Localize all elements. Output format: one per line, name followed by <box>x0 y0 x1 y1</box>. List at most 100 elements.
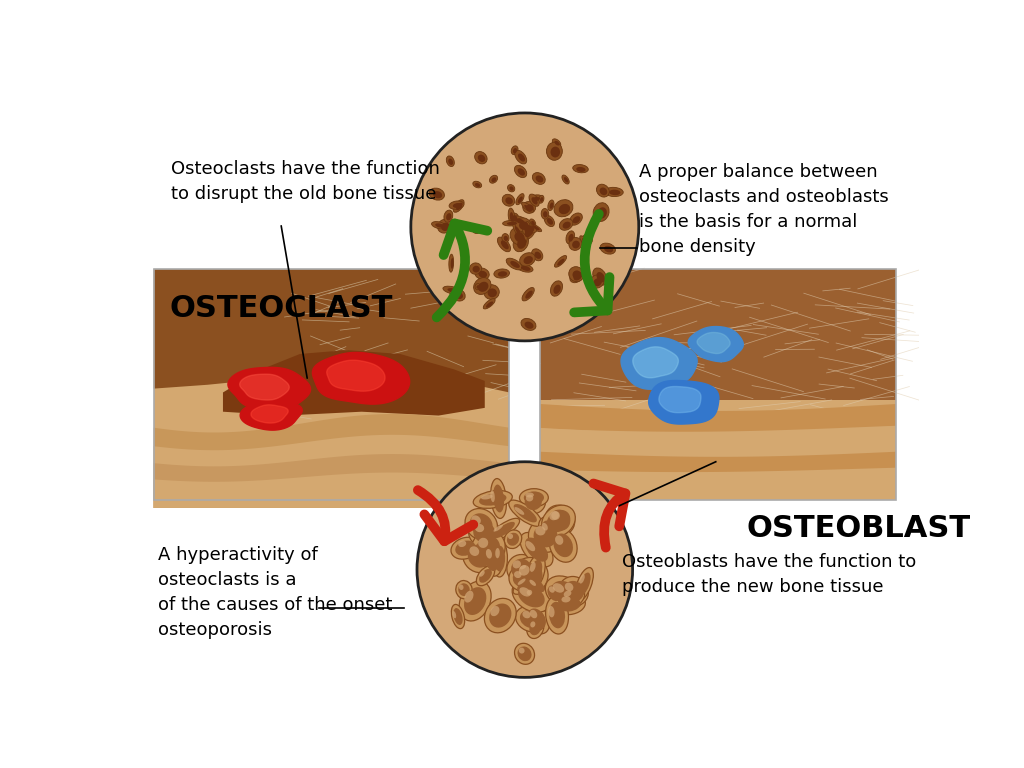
Ellipse shape <box>559 586 585 607</box>
Ellipse shape <box>515 151 526 164</box>
Polygon shape <box>697 333 730 353</box>
Ellipse shape <box>451 538 479 559</box>
Ellipse shape <box>573 272 583 280</box>
Ellipse shape <box>562 222 570 229</box>
Ellipse shape <box>547 142 562 161</box>
Ellipse shape <box>454 608 463 625</box>
Ellipse shape <box>548 200 554 210</box>
Ellipse shape <box>562 589 581 604</box>
Ellipse shape <box>580 236 589 246</box>
Ellipse shape <box>450 201 464 209</box>
FancyArrowPatch shape <box>418 490 473 541</box>
Polygon shape <box>541 452 896 472</box>
Ellipse shape <box>524 493 542 510</box>
Ellipse shape <box>521 223 536 240</box>
Ellipse shape <box>535 252 542 259</box>
Ellipse shape <box>459 581 492 621</box>
Ellipse shape <box>509 500 542 526</box>
Ellipse shape <box>509 566 535 591</box>
Ellipse shape <box>549 602 565 628</box>
Polygon shape <box>621 338 697 389</box>
Ellipse shape <box>508 208 515 224</box>
Ellipse shape <box>553 594 586 614</box>
Ellipse shape <box>513 233 528 252</box>
Ellipse shape <box>447 288 459 293</box>
Ellipse shape <box>529 610 538 618</box>
Ellipse shape <box>529 219 536 227</box>
Ellipse shape <box>514 571 521 578</box>
Ellipse shape <box>528 608 546 629</box>
Ellipse shape <box>520 220 528 231</box>
Ellipse shape <box>515 218 531 232</box>
Polygon shape <box>241 399 302 430</box>
Ellipse shape <box>528 223 542 232</box>
Ellipse shape <box>446 156 455 167</box>
Ellipse shape <box>475 183 480 187</box>
Bar <box>541 270 896 500</box>
Ellipse shape <box>558 597 581 611</box>
Ellipse shape <box>521 489 546 514</box>
Ellipse shape <box>504 236 508 241</box>
Ellipse shape <box>437 219 452 233</box>
Ellipse shape <box>519 253 536 266</box>
Polygon shape <box>312 353 410 404</box>
Ellipse shape <box>572 216 581 223</box>
Polygon shape <box>541 428 896 454</box>
Polygon shape <box>154 414 509 508</box>
Ellipse shape <box>476 566 495 586</box>
Ellipse shape <box>456 581 472 599</box>
Polygon shape <box>541 404 896 432</box>
Ellipse shape <box>542 521 556 538</box>
Ellipse shape <box>435 223 444 228</box>
Ellipse shape <box>524 225 528 233</box>
Ellipse shape <box>517 168 525 176</box>
Ellipse shape <box>459 584 464 590</box>
Ellipse shape <box>494 525 503 531</box>
Ellipse shape <box>518 584 545 607</box>
Ellipse shape <box>532 197 540 201</box>
Ellipse shape <box>519 565 529 576</box>
Ellipse shape <box>476 285 480 289</box>
Ellipse shape <box>443 286 461 294</box>
Ellipse shape <box>469 546 479 556</box>
Ellipse shape <box>593 203 609 221</box>
Ellipse shape <box>559 204 570 214</box>
Polygon shape <box>223 350 484 415</box>
Ellipse shape <box>513 148 517 154</box>
Ellipse shape <box>517 264 534 272</box>
Ellipse shape <box>565 583 573 591</box>
Ellipse shape <box>523 586 542 604</box>
Circle shape <box>411 113 639 341</box>
Ellipse shape <box>553 583 564 593</box>
Ellipse shape <box>547 510 570 532</box>
Ellipse shape <box>489 175 498 184</box>
Text: Osteoclasts have the function
to disrupt the old bone tissue: Osteoclasts have the function to disrupt… <box>171 160 439 203</box>
Ellipse shape <box>478 154 485 162</box>
Ellipse shape <box>515 227 520 235</box>
Ellipse shape <box>475 227 480 233</box>
Ellipse shape <box>551 281 562 296</box>
Ellipse shape <box>548 606 555 617</box>
Bar <box>509 270 541 500</box>
Ellipse shape <box>550 510 570 531</box>
Ellipse shape <box>493 521 515 538</box>
Ellipse shape <box>452 604 465 629</box>
Ellipse shape <box>501 240 509 250</box>
Ellipse shape <box>529 194 540 207</box>
Ellipse shape <box>512 580 551 612</box>
Ellipse shape <box>510 212 514 222</box>
Ellipse shape <box>487 289 497 297</box>
Ellipse shape <box>528 519 562 552</box>
Ellipse shape <box>510 228 527 245</box>
Ellipse shape <box>511 146 518 154</box>
Ellipse shape <box>454 291 463 299</box>
Ellipse shape <box>475 151 487 164</box>
Ellipse shape <box>528 560 543 585</box>
Ellipse shape <box>600 187 607 195</box>
Polygon shape <box>648 380 719 424</box>
Ellipse shape <box>483 299 496 309</box>
Ellipse shape <box>521 319 536 330</box>
Ellipse shape <box>524 205 531 211</box>
Ellipse shape <box>557 259 564 266</box>
Ellipse shape <box>470 513 493 535</box>
